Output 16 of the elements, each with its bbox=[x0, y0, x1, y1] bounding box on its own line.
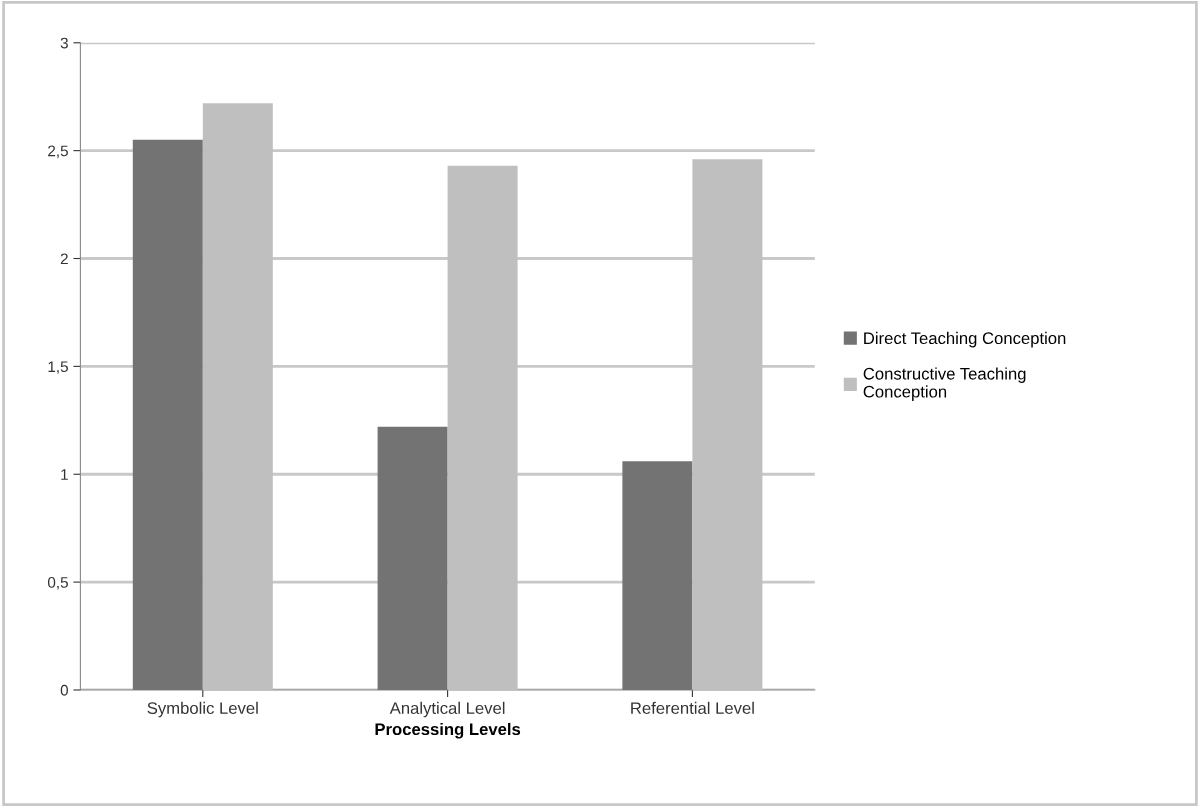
x-axis-title: Processing Levels bbox=[375, 722, 521, 739]
legend-label: Constructive Teaching Conception bbox=[863, 367, 1026, 401]
x-tick-label: Referential Level bbox=[631, 701, 754, 715]
y-tick-label: 2 bbox=[60, 253, 68, 265]
y-tick-label: 0 bbox=[60, 684, 68, 696]
y-tick-label: 3 bbox=[60, 37, 68, 49]
bar bbox=[132, 139, 203, 690]
legend-label: Direct Teaching Conception bbox=[864, 331, 1066, 348]
y-tick-label: 0,5 bbox=[47, 576, 68, 590]
bar bbox=[622, 461, 693, 690]
bar bbox=[377, 426, 448, 690]
x-tick-label: Symbolic Level bbox=[147, 701, 258, 718]
y-tick-label: 2,5 bbox=[48, 145, 68, 159]
y-tick-label: 1 bbox=[61, 469, 68, 480]
y-tick-label: 1,5 bbox=[48, 361, 68, 374]
x-tick-label: Analytical Level bbox=[389, 701, 505, 718]
